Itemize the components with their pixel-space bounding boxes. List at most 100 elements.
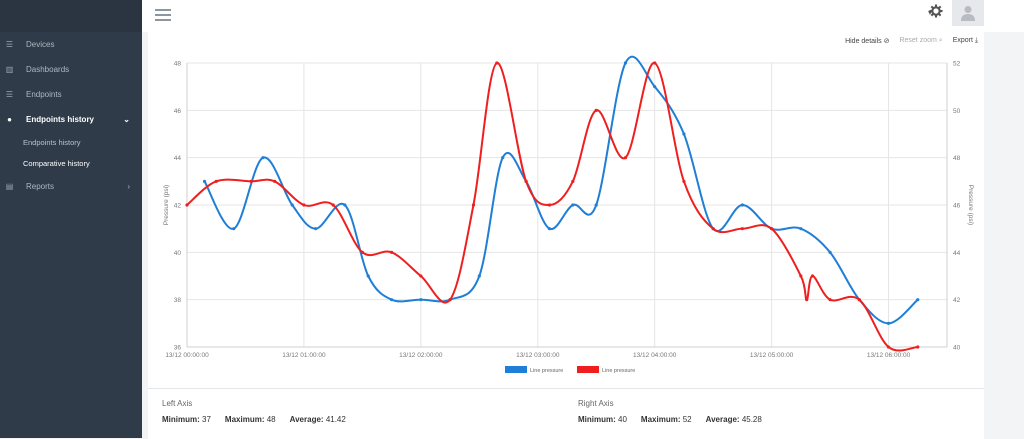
- data-point: [682, 179, 686, 183]
- sidebar-logo-area: [0, 0, 142, 32]
- data-point: [524, 179, 528, 183]
- line-chart[interactable]: 36 40 38 42 40 44 42 46 44 48 46 50 48 52 13/12 00:00:…: [148, 32, 984, 388]
- export-label: Export: [952, 37, 973, 44]
- data-point: [390, 298, 394, 302]
- hide-details-button[interactable]: Hide details ⊘: [845, 37, 889, 45]
- y-axis-title-right: Pressure (psi): [967, 185, 974, 225]
- list-icon: ☰: [5, 90, 14, 99]
- avatar[interactable]: [952, 0, 984, 26]
- data-point: [547, 203, 552, 207]
- chevron-down-icon: ⌄: [123, 115, 130, 124]
- data-point: [202, 179, 207, 183]
- data-point: [390, 250, 394, 254]
- sidebar-item-reports[interactable]: ▤ Reports ›: [0, 174, 142, 199]
- clock-icon: ●: [7, 115, 12, 124]
- data-point: [261, 156, 265, 160]
- x-tick-label: 13/12 03:00:00: [516, 352, 560, 359]
- right-min: Minimum: 40: [578, 415, 627, 424]
- data-point: [495, 61, 499, 65]
- data-point: [623, 61, 628, 65]
- sidebar-item-endpoints[interactable]: ☰ Endpoints: [0, 82, 142, 107]
- left-min-value: 37: [202, 415, 211, 424]
- data-point: [711, 227, 715, 231]
- left-max-value: 48: [266, 415, 276, 424]
- data-point: [653, 85, 657, 89]
- chart-panel: Hide details ⊘ Reset zoom ⌕ Export ⤓ 36 4…: [148, 32, 984, 388]
- right-min-value: 40: [618, 415, 627, 424]
- data-point: [232, 227, 236, 231]
- left-axis-stats: Minimum: 37 Maximum: 48 Average: 41.42: [162, 415, 346, 424]
- chart-toolbar: Hide details ⊘ Reset zoom ⌕ Export ⤓: [845, 37, 978, 45]
- data-point: [302, 203, 306, 207]
- sidebar-item-label: Reports: [26, 182, 55, 191]
- sidebar: ☰ Devices ▥ Dashboards ☰ Endpoints ● End…: [0, 0, 142, 438]
- y-tick-label-left: 42: [174, 203, 182, 210]
- chevron-right-icon: ›: [127, 182, 130, 191]
- legend-swatch: [505, 366, 527, 373]
- data-point: [799, 227, 803, 231]
- data-point: [314, 227, 318, 231]
- right-axis-stats: Minimum: 40 Maximum: 52 Average: 45.28: [578, 415, 762, 424]
- right-max-value: 52: [682, 415, 692, 424]
- x-tick-label: 13/12 05:00:00: [750, 352, 794, 359]
- data-point: [740, 227, 744, 231]
- sidebar-subitem-endpoints-history[interactable]: Endpoints history: [23, 138, 81, 147]
- right-avg-label: Average:: [705, 415, 740, 424]
- sidebar-subitem-comparative-history[interactable]: Comparative history: [23, 159, 90, 168]
- reset-zoom-button[interactable]: Reset zoom ⌕: [899, 37, 942, 45]
- series-line: [203, 55, 919, 325]
- hamburger-menu-icon[interactable]: [155, 6, 171, 24]
- left-avg-label: Average:: [289, 415, 324, 424]
- data-point: [828, 250, 832, 254]
- data-point: [290, 203, 294, 207]
- gear-icon[interactable]: [929, 4, 943, 18]
- data-point: [886, 321, 891, 325]
- data-point: [682, 132, 686, 136]
- right-avg: Average: 45.28: [706, 415, 762, 424]
- download-icon: ⤓: [974, 37, 978, 44]
- data-point: [366, 274, 370, 278]
- y-tick-label-right: 50: [953, 108, 961, 115]
- file-icon: ▤: [5, 182, 14, 191]
- reset-zoom-label: Reset zoom: [899, 37, 937, 44]
- left-avg: Average: 41.42: [290, 415, 346, 424]
- chart-icon: ▥: [5, 65, 14, 74]
- x-tick-label: 13/12 01:00:00: [282, 352, 326, 359]
- data-point: [419, 274, 423, 278]
- data-point: [740, 203, 744, 207]
- data-point: [331, 203, 335, 207]
- y-axis-title-left: Pressure (psi): [163, 185, 170, 225]
- export-button[interactable]: Export ⤓: [953, 37, 978, 45]
- sidebar-item-label: Devices: [26, 40, 55, 49]
- caret-down-icon[interactable]: ▾: [927, 8, 932, 17]
- right-axis-title: Right Axis: [578, 399, 614, 408]
- sidebar-item-endpoints-history[interactable]: ● Endpoints history ⌄: [0, 107, 142, 132]
- data-point: [477, 274, 481, 278]
- y-tick-label-right: 52: [953, 61, 961, 68]
- data-point: [810, 274, 815, 278]
- legend-swatch: [577, 366, 599, 373]
- y-tick-label-right: 48: [953, 155, 961, 162]
- left-min: Minimum: 37: [162, 415, 211, 424]
- eye-slash-icon: ⊘: [883, 38, 890, 45]
- x-tick-label: 13/12 00:00:00: [165, 352, 209, 359]
- data-point: [448, 298, 452, 302]
- user-icon: [961, 6, 975, 21]
- data-point: [594, 108, 598, 112]
- sidebar-item-dashboards[interactable]: ▥ Dashboards: [0, 57, 142, 82]
- data-point: [857, 298, 861, 302]
- data-point: [547, 227, 552, 231]
- sidebar-item-devices[interactable]: ☰ Devices: [0, 32, 142, 57]
- data-point: [805, 298, 809, 302]
- data-point: [571, 203, 575, 207]
- data-point: [501, 156, 505, 160]
- series-2: [185, 61, 920, 352]
- y-tick-label-left: 44: [174, 155, 182, 162]
- data-point: [419, 298, 423, 302]
- data-point: [249, 179, 253, 183]
- data-point: [916, 298, 920, 302]
- data-point: [343, 203, 347, 207]
- list-icon: ☰: [5, 40, 14, 49]
- sidebar-item-label: Endpoints: [26, 90, 62, 99]
- legend-label: Line pressure: [602, 368, 635, 374]
